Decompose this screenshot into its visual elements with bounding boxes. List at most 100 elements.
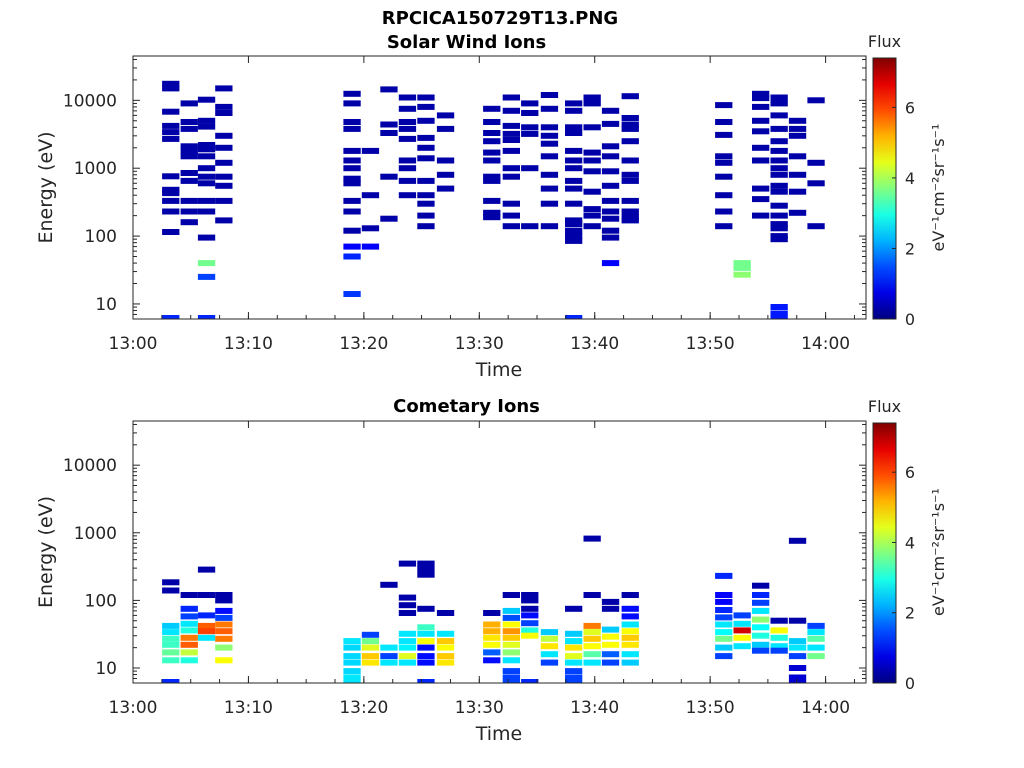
heatmap-cell bbox=[180, 208, 198, 215]
heatmap-cell bbox=[521, 679, 539, 683]
heatmap-cell bbox=[343, 197, 361, 204]
heatmap-cell bbox=[583, 223, 601, 230]
heatmap-cell bbox=[215, 103, 233, 110]
heatmap-cell bbox=[162, 635, 180, 642]
heatmap-cell bbox=[540, 92, 559, 98]
heatmap-cell bbox=[197, 634, 216, 641]
heatmap-cell bbox=[215, 217, 233, 224]
heatmap-cell bbox=[502, 607, 520, 614]
heatmap-cell bbox=[788, 125, 807, 132]
heatmap-cell bbox=[770, 188, 788, 195]
heatmap-cell bbox=[601, 197, 620, 204]
heatmap-cell bbox=[733, 620, 751, 627]
heatmap-cell bbox=[752, 616, 770, 623]
heatmap-cell bbox=[343, 243, 361, 250]
heatmap-cell bbox=[715, 614, 733, 621]
heatmap-cell bbox=[583, 635, 601, 642]
heatmap-cell bbox=[583, 622, 601, 629]
heatmap-cell bbox=[752, 599, 770, 606]
heatmap-cell bbox=[502, 94, 520, 101]
heatmap-cell bbox=[343, 644, 361, 651]
heatmap-cell bbox=[770, 157, 788, 164]
heatmap-cell bbox=[343, 165, 361, 172]
heatmap-cell bbox=[180, 641, 198, 648]
heatmap-cell bbox=[583, 651, 601, 658]
heatmap-cell bbox=[601, 659, 620, 666]
colorbar-tick-label: 2 bbox=[905, 239, 915, 258]
heatmap-cell bbox=[583, 157, 601, 164]
heatmap-cell bbox=[715, 119, 733, 125]
heatmap-cell bbox=[807, 635, 825, 642]
heatmap-cell bbox=[162, 657, 180, 664]
heatmap-cell bbox=[417, 155, 435, 162]
heatmap-cell bbox=[215, 657, 233, 664]
heatmap-cell bbox=[770, 94, 788, 101]
heatmap-cell bbox=[483, 173, 501, 180]
heatmap-cell bbox=[162, 197, 180, 204]
heatmap-cell bbox=[621, 121, 639, 128]
heatmap-cell bbox=[502, 107, 520, 114]
heatmap-cell bbox=[398, 119, 417, 125]
heatmap-cell bbox=[502, 634, 520, 641]
heatmap-cell bbox=[197, 165, 216, 172]
heatmap-cell bbox=[343, 291, 361, 297]
heatmap-cell bbox=[601, 215, 620, 222]
heatmap-cell bbox=[483, 177, 501, 184]
heatmap-cell bbox=[521, 620, 539, 627]
heatmap-cell bbox=[215, 159, 233, 166]
heatmap-cell bbox=[621, 177, 639, 184]
heatmap-cell bbox=[788, 617, 807, 624]
heatmap-cell bbox=[436, 157, 455, 164]
colorbar-tick-label: 6 bbox=[905, 463, 915, 482]
heatmap-cell bbox=[621, 621, 639, 628]
heatmap-cell bbox=[770, 627, 788, 634]
heatmap-cell bbox=[343, 147, 361, 154]
heatmap-cells bbox=[162, 80, 825, 319]
heatmap-cell bbox=[180, 649, 198, 656]
heatmap-cell bbox=[180, 613, 198, 620]
heatmap-cell bbox=[483, 138, 501, 145]
heatmap-cell bbox=[162, 122, 180, 129]
heatmap-cell bbox=[621, 115, 639, 121]
heatmap-cells bbox=[162, 535, 825, 683]
heatmap-cell bbox=[752, 647, 770, 654]
heatmap-cell bbox=[788, 644, 807, 651]
heatmap-cell bbox=[380, 215, 398, 222]
heatmap-cell bbox=[483, 119, 501, 125]
heatmap-cell bbox=[565, 107, 583, 114]
heatmap-cell bbox=[621, 214, 639, 221]
heatmap-cell bbox=[621, 592, 639, 598]
heatmap-cell bbox=[215, 173, 233, 180]
heatmap-cell bbox=[180, 147, 198, 154]
heatmap-cell bbox=[788, 209, 807, 216]
heatmap-cell bbox=[601, 651, 620, 658]
heatmap-cell bbox=[583, 168, 601, 175]
heatmap-cell bbox=[565, 638, 583, 645]
heatmap-cell bbox=[521, 130, 539, 137]
heatmap-cell bbox=[752, 103, 770, 110]
heatmap-cell bbox=[621, 157, 639, 164]
heatmap-cell bbox=[197, 622, 216, 629]
heatmap-cell bbox=[162, 579, 180, 586]
heatmap-cell bbox=[180, 177, 198, 184]
heatmap-cell bbox=[770, 233, 788, 240]
y-tick-label: 10 bbox=[95, 295, 117, 315]
heatmap-cell bbox=[180, 627, 198, 634]
heatmap-cell bbox=[398, 192, 417, 199]
heatmap-cell bbox=[583, 124, 601, 131]
heatmap-cell bbox=[197, 273, 216, 280]
heatmap-cell bbox=[502, 122, 520, 129]
heatmap-cell bbox=[162, 208, 180, 215]
heatmap-cell bbox=[770, 171, 788, 178]
heatmap-cell bbox=[162, 173, 180, 180]
heatmap-cell bbox=[197, 180, 216, 187]
heatmap-cell bbox=[565, 217, 583, 224]
heatmap-cell bbox=[601, 234, 620, 241]
heatmap-cell bbox=[752, 90, 770, 97]
y-tick-label: 100 bbox=[85, 591, 117, 611]
heatmap-cell bbox=[502, 147, 520, 154]
heatmap-cell bbox=[436, 610, 455, 616]
heatmap-cell bbox=[417, 605, 435, 612]
heatmap-cell bbox=[715, 644, 733, 651]
heatmap-cell bbox=[180, 605, 198, 612]
